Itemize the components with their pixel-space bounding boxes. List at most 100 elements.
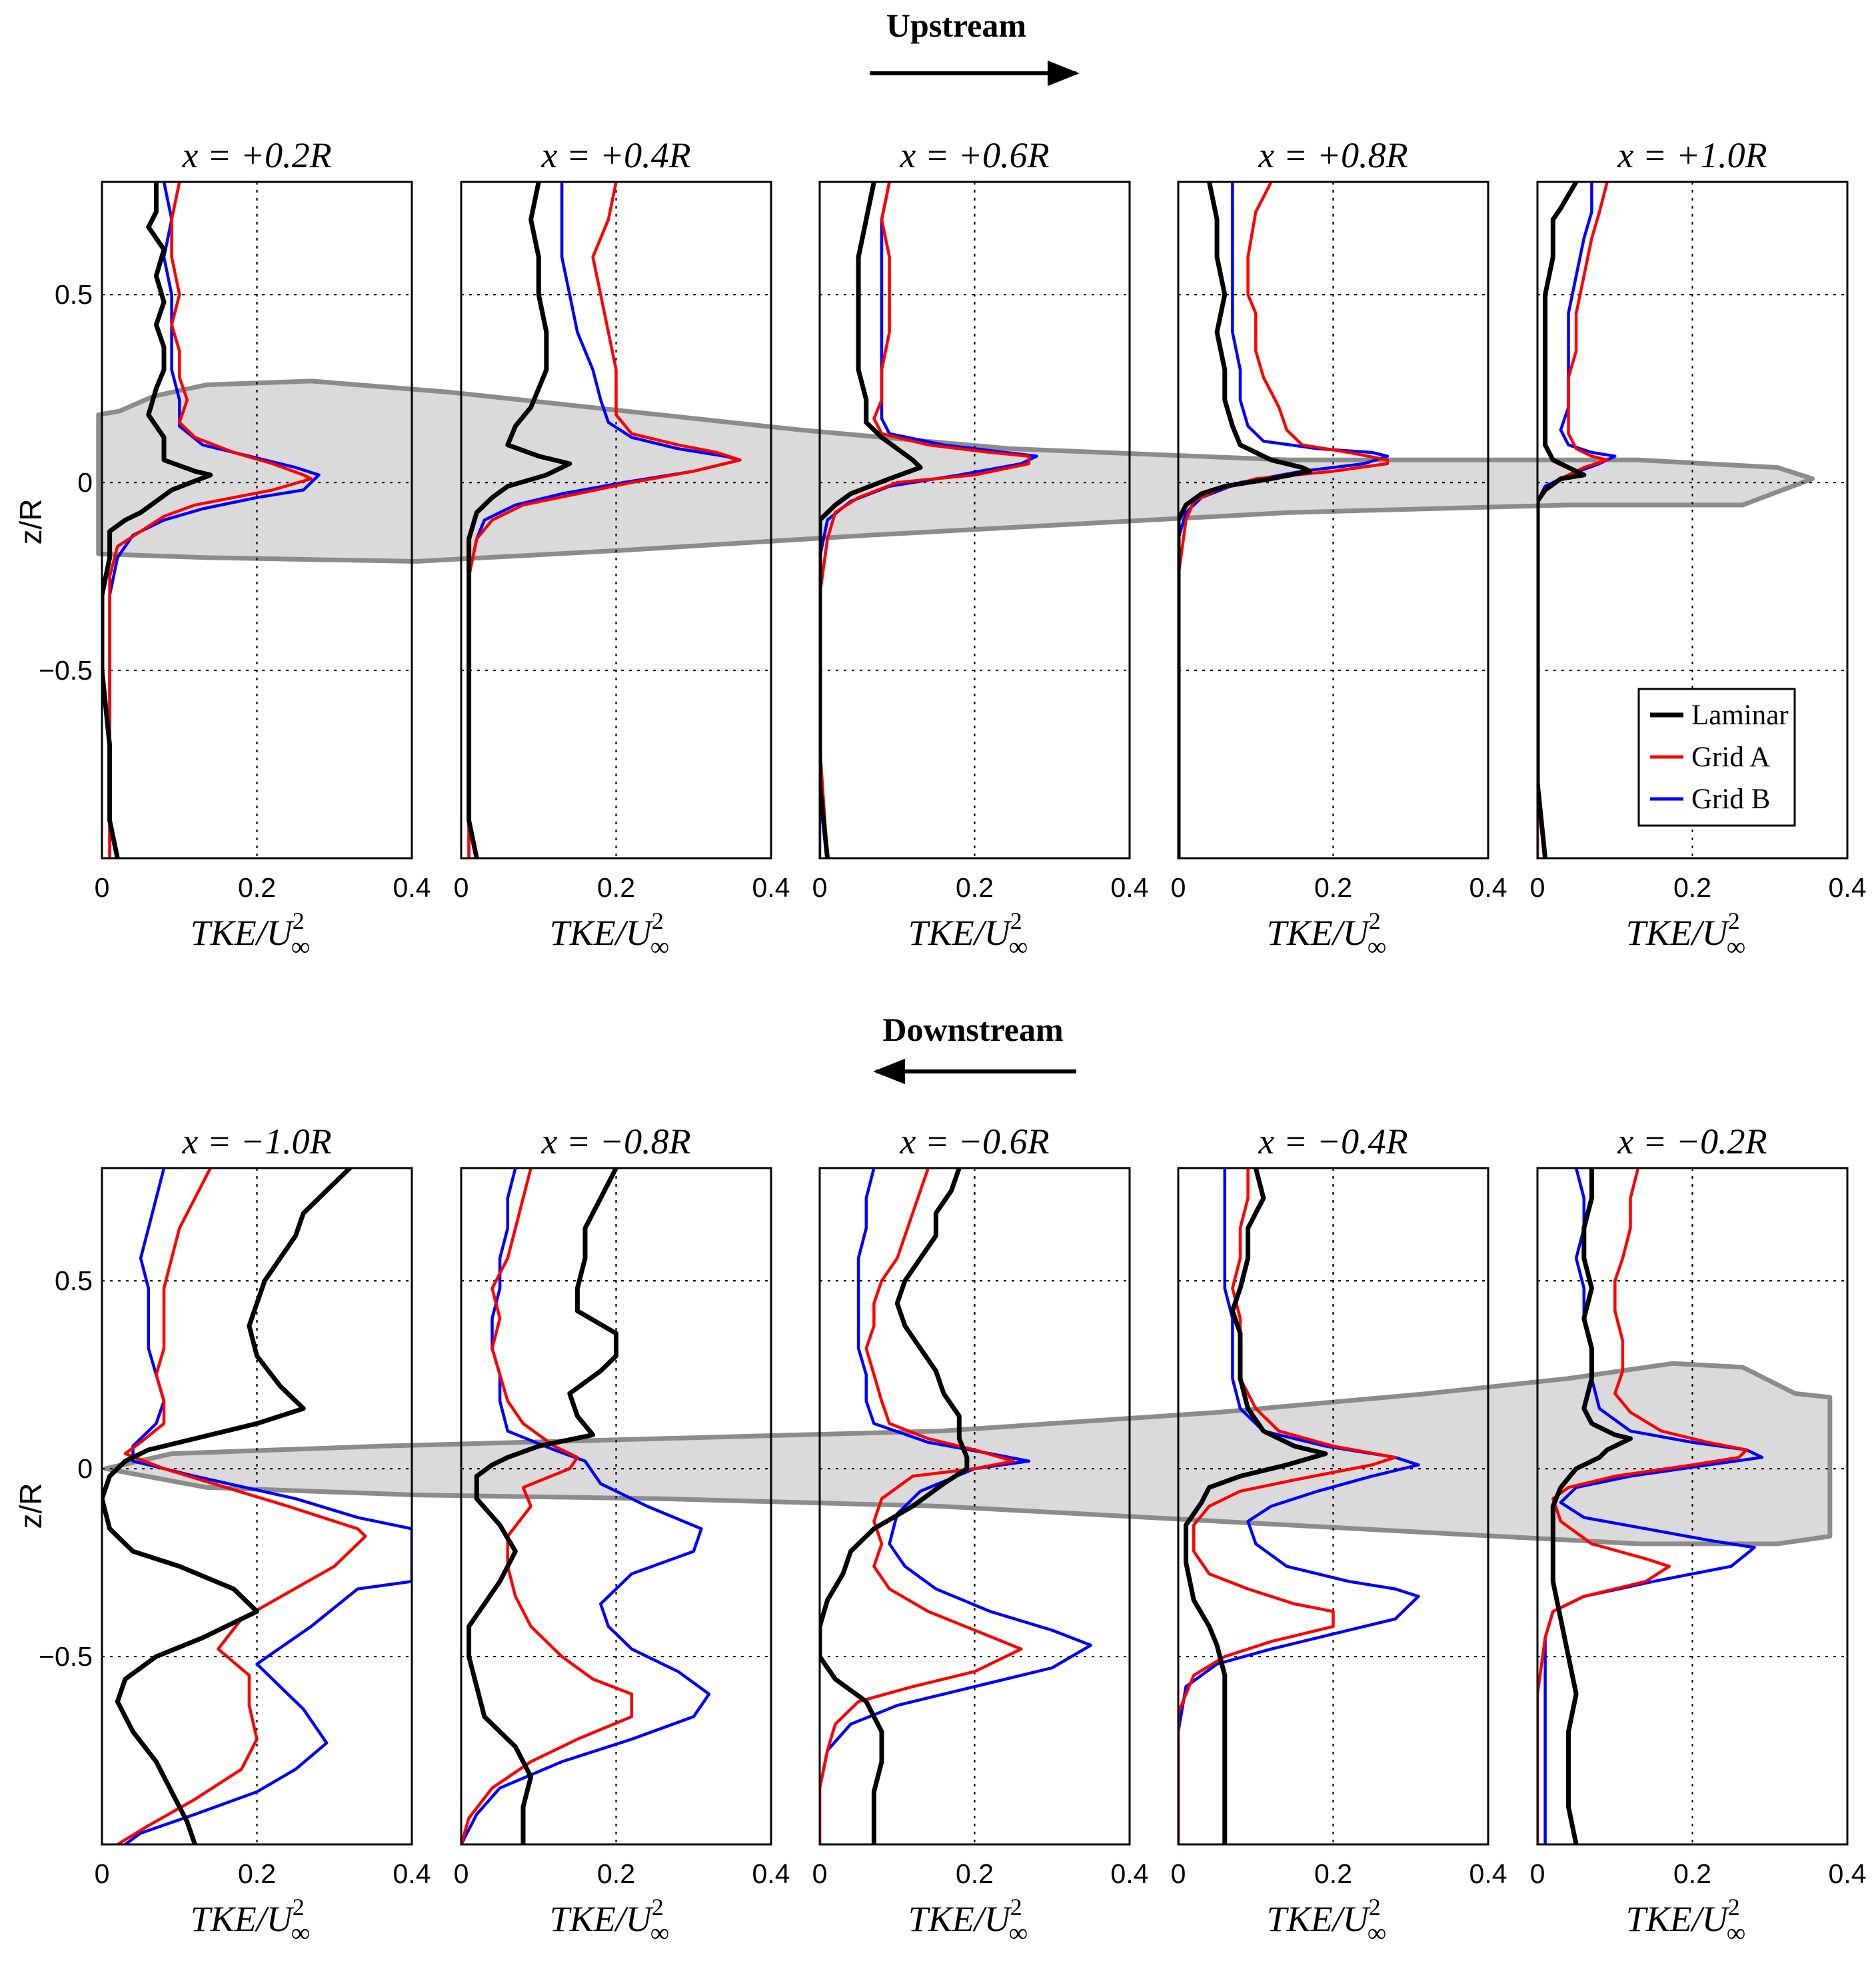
series-line-laminar	[1178, 182, 1313, 858]
panel-1-3: x = −0.4R 0 0.2 0.4 TKE/U2 ∞	[1171, 1121, 1507, 1948]
panel-0-2: x = +0.6R 0 0.2 0.4 TKE/U2 ∞	[812, 135, 1149, 962]
panel-frame	[818, 181, 1131, 860]
x-tick-label: 0	[95, 1858, 110, 1889]
legend-label-grid-b: Grid B	[1691, 784, 1770, 815]
panel-0-0: x = +0.2R 0 0.2 0.4 TKE/U2 ∞ 0.5 0 −0.5	[39, 135, 431, 962]
panel-frame	[1177, 181, 1489, 860]
legend-label-laminar: Laminar	[1691, 700, 1789, 731]
panel-0-1: x = +0.4R 0 0.2 0.4 TKE/U2 ∞	[454, 135, 790, 962]
y-tick-label: 0.5	[55, 1265, 93, 1296]
ylabel-top: z/R	[13, 499, 48, 545]
x-tick-label: 0.4	[393, 872, 431, 903]
x-tick-label: 0	[454, 872, 469, 903]
x-tick-label: 0.4	[752, 1858, 790, 1889]
x-axis-label: TKE/U2 ∞	[908, 908, 1028, 962]
series-line-grid-a	[116, 1168, 367, 1844]
series-line-grid-b	[1178, 1168, 1420, 1844]
x-tick-label: 0.2	[1314, 1858, 1352, 1889]
series-line-laminar	[102, 1168, 353, 1844]
series-group	[1537, 1168, 1764, 1844]
x-tick-label: 0	[1171, 1858, 1186, 1889]
series-group	[820, 182, 1038, 858]
series-line-grid-a	[461, 1168, 634, 1844]
series-line-grid-a	[467, 182, 742, 858]
y-tick-label: −0.5	[39, 655, 93, 686]
x-axis-label: TKE/U2 ∞	[1626, 1894, 1746, 1948]
panel-frame	[101, 181, 413, 860]
x-tick-label: 0.2	[597, 1858, 635, 1889]
series-line-grid-b	[108, 182, 321, 858]
series-line-grid-a	[820, 1168, 1023, 1844]
series-line-grid-b	[123, 1168, 412, 1844]
x-tick-label: 0.4	[393, 1858, 431, 1889]
series-line-grid-b	[820, 182, 1038, 858]
series-group	[102, 1168, 412, 1844]
x-axis-label: TKE/U2 ∞	[908, 1894, 1028, 1948]
panel-title: x = +1.0R	[1617, 135, 1767, 175]
x-tick-label: 0	[1530, 872, 1545, 903]
legend-label-grid-a: Grid A	[1691, 742, 1770, 773]
y-tick-label: 0.5	[55, 279, 93, 310]
panel-title: x = −0.2R	[1617, 1121, 1767, 1161]
panel-frame	[1536, 181, 1849, 860]
x-tick-label: 0.2	[1314, 872, 1352, 903]
x-tick-label: 0.4	[1111, 872, 1149, 903]
x-axis-label: TKE/U2 ∞	[1267, 1894, 1387, 1948]
panel-frame	[460, 181, 772, 860]
series-group	[1178, 182, 1390, 858]
panel-title: x = −0.4R	[1258, 1121, 1407, 1161]
x-axis-label: TKE/U2 ∞	[1267, 908, 1387, 962]
panel-frame	[1536, 1167, 1849, 1846]
y-tick-label: 0	[77, 467, 93, 498]
y-tick-label: 0	[77, 1453, 93, 1484]
x-axis-label: TKE/U2 ∞	[550, 908, 670, 962]
ylabel-bottom: z/R	[13, 1483, 48, 1529]
series-group	[467, 182, 742, 858]
upstream-label: Upstream	[886, 7, 1026, 44]
series-group	[820, 1168, 1093, 1844]
panel-title: x = −1.0R	[181, 1121, 331, 1161]
panel-title: x = +0.6R	[899, 135, 1049, 175]
panel-1-4: x = −0.2R 0 0.2 0.4 TKE/U2 ∞	[1530, 1121, 1867, 1948]
x-tick-label: 0.4	[1469, 872, 1507, 903]
panel-title: x = −0.8R	[540, 1121, 690, 1161]
x-tick-label: 0	[812, 872, 828, 903]
wake-region-upstream	[96, 378, 1815, 564]
x-tick-label: 0.4	[1829, 872, 1867, 903]
x-tick-label: 0.2	[1673, 872, 1711, 903]
x-axis-label: TKE/U2 ∞	[191, 908, 311, 962]
panel-1-1: x = −0.8R 0 0.2 0.4 TKE/U2 ∞	[454, 1121, 790, 1948]
series-line-grid-b	[1537, 182, 1617, 858]
x-tick-label: 0.4	[1111, 1858, 1149, 1889]
panel-title: x = +0.4R	[540, 135, 690, 175]
x-tick-label: 0.2	[956, 872, 994, 903]
series-line-laminar	[102, 182, 213, 858]
series-group	[1537, 182, 1617, 858]
x-axis-label: TKE/U2 ∞	[1626, 908, 1746, 962]
legend: Laminar Grid A Grid B	[1637, 688, 1796, 827]
series-line-grid-a	[1178, 182, 1390, 858]
series-line-grid-a	[108, 182, 313, 858]
series-line-laminar	[467, 182, 572, 858]
panel-frame	[460, 1167, 772, 1846]
panels-layer: x = +0.2R 0 0.2 0.4 TKE/U2 ∞ 0.5 0 −0.5 x = +0.4R…	[39, 135, 1866, 1948]
panel-title: x = +0.2R	[181, 135, 331, 175]
x-tick-label: 0	[454, 1858, 469, 1889]
x-tick-label: 0	[1171, 872, 1186, 903]
x-axis-label: TKE/U2 ∞	[191, 1894, 311, 1948]
series-line-grid-a	[820, 182, 1031, 858]
x-tick-label: 0	[1530, 1858, 1545, 1889]
panel-frame	[1177, 1167, 1489, 1846]
x-tick-label: 0.2	[238, 1858, 276, 1889]
series-line-laminar	[1550, 1168, 1633, 1844]
x-tick-label: 0.2	[597, 872, 635, 903]
x-tick-label: 0.2	[956, 1858, 994, 1889]
panel-frame	[101, 1167, 413, 1846]
series-line-grid-a	[1537, 1168, 1749, 1844]
series-group	[102, 182, 321, 858]
x-tick-label: 0	[812, 1858, 828, 1889]
panel-0-3: x = +0.8R 0 0.2 0.4 TKE/U2 ∞	[1171, 135, 1507, 962]
panel-frame	[818, 1167, 1131, 1846]
panel-1-2: x = −0.6R 0 0.2 0.4 TKE/U2 ∞	[812, 1121, 1149, 1948]
